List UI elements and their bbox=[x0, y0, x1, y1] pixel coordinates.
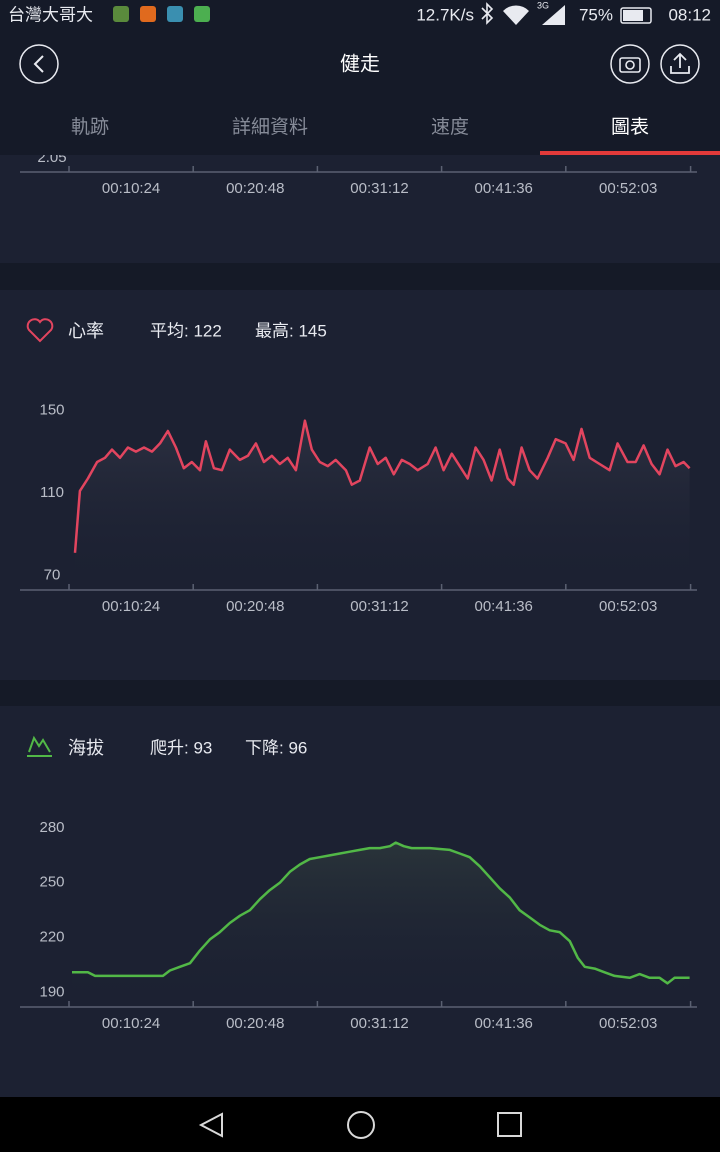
x-tick-label: 00:52:03 bbox=[599, 598, 657, 615]
y-tick-label: 250 bbox=[39, 874, 64, 891]
camera-circle[interactable] bbox=[610, 44, 650, 84]
data-line bbox=[73, 419, 691, 553]
x-tick-label: 00:20:48 bbox=[226, 180, 284, 197]
card-title: 心率 bbox=[68, 321, 104, 341]
tab[interactable]: 軌跡 bbox=[71, 116, 109, 138]
heart-icon bbox=[26, 318, 54, 343]
carrier: 台灣大哥大 bbox=[8, 5, 93, 24]
bluetooth-icon bbox=[481, 2, 494, 25]
wifi-icon bbox=[503, 5, 529, 26]
share-button[interactable] bbox=[660, 44, 700, 84]
x-tick-label: 00:10:24 bbox=[102, 598, 160, 615]
card-title: 海拔 bbox=[68, 738, 104, 758]
nav-recent[interactable] bbox=[497, 1112, 522, 1137]
camera-body[interactable] bbox=[619, 57, 641, 73]
x-tick-label: 00:20:48 bbox=[226, 598, 284, 615]
y-tick-label: 280 bbox=[39, 819, 64, 836]
tab[interactable]: 詳細資料 bbox=[232, 116, 308, 138]
speed-card bbox=[0, 155, 720, 263]
card-stat: 爬升: 93 bbox=[150, 738, 212, 757]
notif-icon bbox=[113, 6, 129, 22]
data-line bbox=[72, 841, 690, 985]
x-tick-label: 00:52:03 bbox=[599, 180, 657, 197]
tab[interactable]: 速度 bbox=[431, 116, 469, 138]
nav-home[interactable] bbox=[347, 1111, 375, 1139]
share-arrow[interactable] bbox=[670, 52, 690, 74]
nav-bar bbox=[0, 1097, 720, 1152]
x-tick-label: 00:10:24 bbox=[102, 180, 160, 197]
back-arrow[interactable] bbox=[33, 55, 44, 73]
nav-back[interactable] bbox=[198, 1112, 223, 1138]
x-tick-label: 00:10:24 bbox=[102, 1015, 160, 1032]
area-shade bbox=[71, 842, 690, 1006]
share-circle[interactable] bbox=[660, 44, 700, 84]
top-bar bbox=[0, 0, 720, 155]
y-tick-label: 110 bbox=[40, 484, 64, 501]
battery-fill bbox=[623, 10, 643, 21]
page-title: 健走 bbox=[340, 52, 380, 75]
x-tick-label: 00:41:36 bbox=[475, 598, 533, 615]
y-tick-label: 190 bbox=[39, 983, 64, 1000]
card-stat: 最高: 145 bbox=[255, 321, 327, 340]
card-stat: 平均: 122 bbox=[150, 321, 222, 340]
back-button[interactable] bbox=[19, 44, 59, 84]
card-stat: 下降: 96 bbox=[245, 738, 307, 757]
camera-lens[interactable] bbox=[625, 60, 635, 70]
x-tick-label: 00:41:36 bbox=[475, 180, 533, 197]
area-shade bbox=[74, 420, 690, 589]
camera-button[interactable] bbox=[610, 44, 650, 84]
y-tick-label: 220 bbox=[39, 929, 64, 946]
x-tick-label: 00:31:12 bbox=[350, 180, 408, 197]
notif-icon bbox=[194, 6, 210, 22]
x-tick-label: 00:41:36 bbox=[475, 1015, 533, 1032]
battery-icon bbox=[620, 7, 652, 24]
x-tick-label: 00:31:12 bbox=[350, 1015, 408, 1032]
x-tick-label: 00:52:03 bbox=[599, 1015, 657, 1032]
net-speed: 12.7K/s bbox=[416, 5, 474, 24]
x-tick-label: 00:20:48 bbox=[226, 1015, 284, 1032]
tabs: 軌跡 詳細資料 速度 圖表 bbox=[71, 116, 720, 155]
back-circle[interactable] bbox=[19, 44, 59, 84]
tab-indicator bbox=[540, 151, 720, 155]
clock: 08:12 bbox=[668, 5, 711, 24]
y-tick-label: 150 bbox=[39, 401, 64, 418]
altitude-icon bbox=[27, 735, 52, 757]
x-tick-label: 00:31:12 bbox=[350, 598, 408, 615]
tab[interactable]: 圖表 bbox=[611, 116, 649, 138]
battery-level: 75% bbox=[579, 5, 613, 24]
network-type: 3G bbox=[537, 0, 549, 10]
notif-icon bbox=[140, 6, 156, 22]
notif-icon bbox=[167, 6, 183, 22]
signal-icon bbox=[542, 5, 565, 25]
y-tick-label: 70 bbox=[44, 567, 61, 584]
